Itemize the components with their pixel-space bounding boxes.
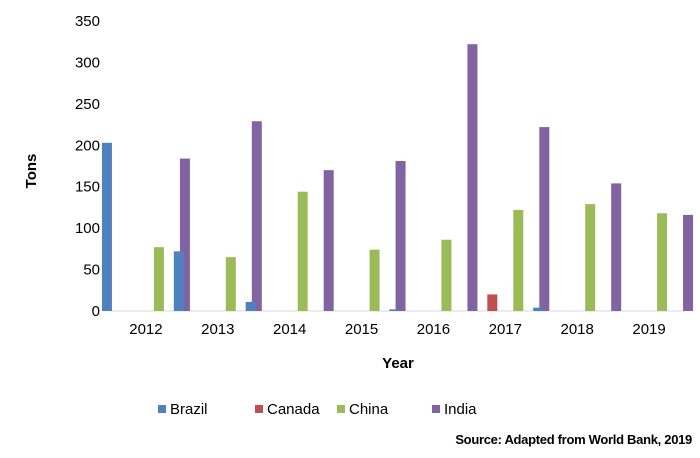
x-tick-label: 2019 [632,321,665,338]
bar-india-2014 [323,170,334,311]
x-tick-label: 2017 [489,321,522,338]
legend-label-china: China [349,401,389,418]
legend-swatch-china [337,405,345,413]
x-tick-label: 2016 [417,321,450,338]
bar-india-2019 [683,214,694,311]
bars [101,44,694,311]
bar-brazil-2016 [389,309,400,311]
y-tick-label: 250 [75,96,100,113]
x-tick-label: 2013 [201,321,234,338]
bar-brazil-2018 [533,307,544,311]
y-tick-label: 350 [75,13,100,30]
bar-india-2015 [395,161,406,311]
legend-swatch-canada [255,405,263,413]
source-note: Source: Adapted from World Bank, 2019 [455,432,692,447]
legend-label-india: India [444,401,477,418]
bar-china-2014 [297,191,308,311]
bar-china-2013 [225,257,236,311]
bar-china-2018 [585,204,596,311]
legend-swatch-india [432,405,440,413]
x-tick-label: 2015 [345,321,378,338]
bar-india-2013 [251,121,262,311]
x-tick-label: 2012 [129,321,162,338]
bar-canada-2017 [487,294,498,311]
bar-brazil-2013 [173,251,184,311]
y-tick-label: 300 [75,54,100,71]
bar-china-2012 [153,247,164,311]
x-tick-label: 2014 [273,321,306,338]
bar-china-2017 [513,209,524,311]
x-tick-label: 2018 [561,321,594,338]
legend: Brazil Canada China India [158,401,477,418]
y-tick-label: 150 [75,179,100,196]
legend-label-brazil: Brazil [170,401,208,418]
bar-brazil-2012 [101,142,112,311]
x-axis-ticks: 2012 2013 2014 2015 2016 2017 2018 2019 [129,321,666,338]
bar-china-2016 [441,239,452,311]
bar-china-2015 [369,249,380,311]
y-tick-label: 100 [75,220,100,237]
bar-china-2019 [657,213,668,311]
y-tick-label: 200 [75,137,100,154]
bar-india-2017 [539,127,550,311]
x-axis-label: Year [382,355,414,372]
y-tick-label: 50 [83,262,100,279]
y-axis-label: Tons [23,154,40,189]
y-tick-label: 0 [92,303,100,320]
y-axis-ticks: 0 50 100 150 200 250 300 350 [75,13,100,320]
bar-india-2016 [467,44,478,311]
bar-india-2012 [179,158,190,311]
bar-india-2018 [611,183,622,311]
legend-label-canada: Canada [267,401,320,418]
bar-brazil-2014 [245,301,256,311]
legend-swatch-brazil [158,405,166,413]
